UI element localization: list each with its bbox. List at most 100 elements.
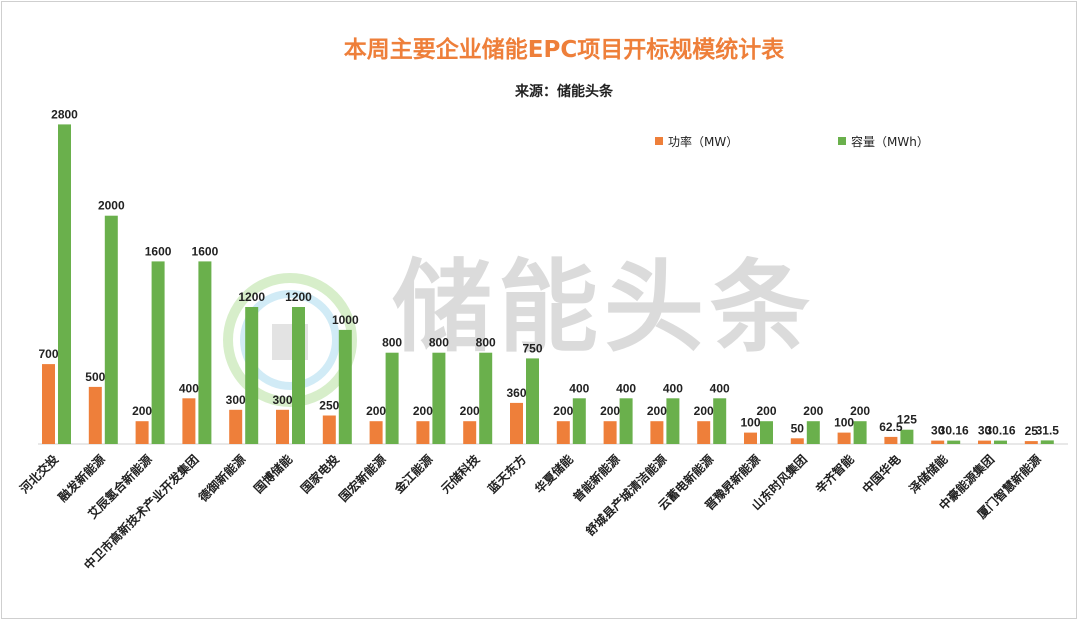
bar-capacity-9 [479, 352, 493, 444]
data-label-power-3: 400 [179, 381, 199, 395]
category-label-13: 舒城县产城清洁能源 [582, 452, 670, 540]
bar-capacity-0 [58, 124, 71, 445]
data-label-capacity-2: 1600 [145, 244, 172, 258]
bar-power-2 [135, 421, 149, 444]
data-label-capacity-13: 400 [663, 381, 683, 395]
data-label-power-15: 100 [740, 416, 760, 430]
watermark-text: 储能头条 [392, 249, 816, 366]
legend: 功率（MW） 容量（MWh） [655, 134, 929, 149]
bar-power-19 [931, 440, 945, 444]
data-label-power-21: 25 [1025, 424, 1039, 438]
bar-power-1 [88, 386, 102, 444]
data-label-capacity-8: 800 [429, 336, 449, 350]
bar-capacity-21 [1040, 440, 1054, 444]
data-label-capacity-19: 30.16 [939, 424, 969, 438]
category-label-17: 辛齐智能 [812, 452, 857, 497]
data-label-power-11: 200 [553, 404, 573, 418]
bar-power-20 [978, 440, 991, 444]
data-label-capacity-16: 200 [803, 404, 823, 418]
data-label-power-17: 100 [834, 416, 854, 430]
data-label-power-1: 500 [85, 370, 105, 384]
category-label-0: 河北交投 [16, 452, 61, 497]
data-label-capacity-11: 400 [569, 381, 589, 395]
category-label-9: 元储科技 [438, 451, 483, 496]
data-label-power-14: 200 [694, 404, 714, 418]
data-label-capacity-5: 1200 [285, 290, 312, 304]
data-label-power-13: 200 [647, 404, 667, 418]
bar-capacity-12 [619, 398, 633, 444]
data-label-capacity-0: 2800 [51, 107, 78, 121]
bar-capacity-5 [292, 307, 305, 444]
category-label-7: 国宏新能源 [336, 452, 389, 505]
category-label-6: 国家电投 [297, 452, 342, 497]
category-label-11: 华夏储能 [531, 452, 576, 497]
bar-power-14 [697, 421, 711, 444]
category-label-8: 金江能源 [390, 452, 435, 497]
data-label-capacity-17: 200 [850, 404, 870, 418]
data-label-capacity-1: 2000 [98, 199, 125, 213]
logo-ring-icon [223, 273, 357, 407]
bar-power-0 [42, 364, 55, 444]
category-label-5: 国博储能 [251, 452, 296, 497]
data-label-power-20: 30 [978, 424, 992, 438]
category-label-4: 德御新能源 [195, 452, 248, 505]
data-label-power-7: 200 [366, 404, 386, 418]
chart-subtitle: 来源：储能头条 [514, 83, 614, 100]
bar-power-5 [276, 409, 289, 444]
data-label-capacity-18: 125 [897, 413, 917, 427]
data-label-power-16: 50 [791, 421, 805, 435]
data-label-power-12: 200 [600, 404, 620, 418]
bar-capacity-6 [338, 329, 352, 444]
data-label-power-19: 30 [931, 424, 945, 438]
bars-layer [42, 124, 1054, 445]
data-label-power-6: 250 [319, 399, 339, 413]
bar-capacity-11 [572, 398, 586, 444]
bar-capacity-17 [853, 421, 867, 444]
bar-power-21 [1024, 441, 1038, 444]
chart-title: 本周主要企业储能EPC项目开标规模统计表 [344, 36, 785, 63]
data-label-capacity-20: 30.16 [985, 424, 1015, 438]
bar-capacity-19 [947, 440, 961, 444]
bar-capacity-4 [245, 307, 259, 444]
data-label-power-8: 200 [413, 404, 433, 418]
bar-power-13 [650, 421, 664, 444]
data-label-power-10: 360 [506, 386, 526, 400]
bar-power-17 [837, 432, 851, 444]
data-label-capacity-14: 400 [710, 381, 730, 395]
data-label-capacity-7: 800 [382, 336, 402, 350]
category-label-18: 中国华电 [859, 452, 904, 497]
data-label-power-18: 62.5 [879, 420, 903, 434]
bar-power-18 [884, 436, 898, 444]
data-label-capacity-4: 1200 [238, 290, 265, 304]
bar-capacity-3 [198, 261, 212, 444]
data-labels-layer: 700 2800 500 2000 200 1600 400 1600 300 1200 300 12… [38, 107, 1059, 438]
bar-power-9 [463, 421, 477, 444]
bar-power-3 [182, 398, 196, 444]
data-label-power-0: 700 [38, 347, 58, 361]
bar-capacity-18 [900, 429, 914, 444]
category-label-10: 蓝天东方 [485, 452, 530, 497]
bar-capacity-13 [666, 398, 680, 444]
bar-power-16 [790, 438, 804, 444]
data-label-capacity-12: 400 [616, 381, 636, 395]
data-label-power-2: 200 [132, 404, 152, 418]
bar-power-10 [510, 402, 523, 444]
bar-capacity-8 [432, 352, 446, 444]
category-label-19: 泽储储能 [906, 452, 951, 497]
bar-capacity-15 [760, 421, 773, 444]
data-label-power-9: 200 [460, 404, 480, 418]
legend-swatch-power [655, 137, 663, 145]
bar-capacity-20 [994, 440, 1007, 444]
legend-label-power: 功率（MW） [668, 134, 738, 149]
bar-power-8 [416, 421, 430, 444]
data-label-capacity-10: 750 [522, 341, 542, 355]
bar-power-12 [603, 421, 617, 444]
data-label-capacity-15: 200 [756, 404, 776, 418]
data-label-power-5: 300 [272, 393, 292, 407]
data-label-capacity-6: 1000 [332, 313, 359, 327]
bar-capacity-1 [104, 215, 118, 444]
data-label-capacity-3: 1600 [192, 244, 219, 258]
legend-label-capacity: 容量（MWh） [851, 134, 929, 149]
